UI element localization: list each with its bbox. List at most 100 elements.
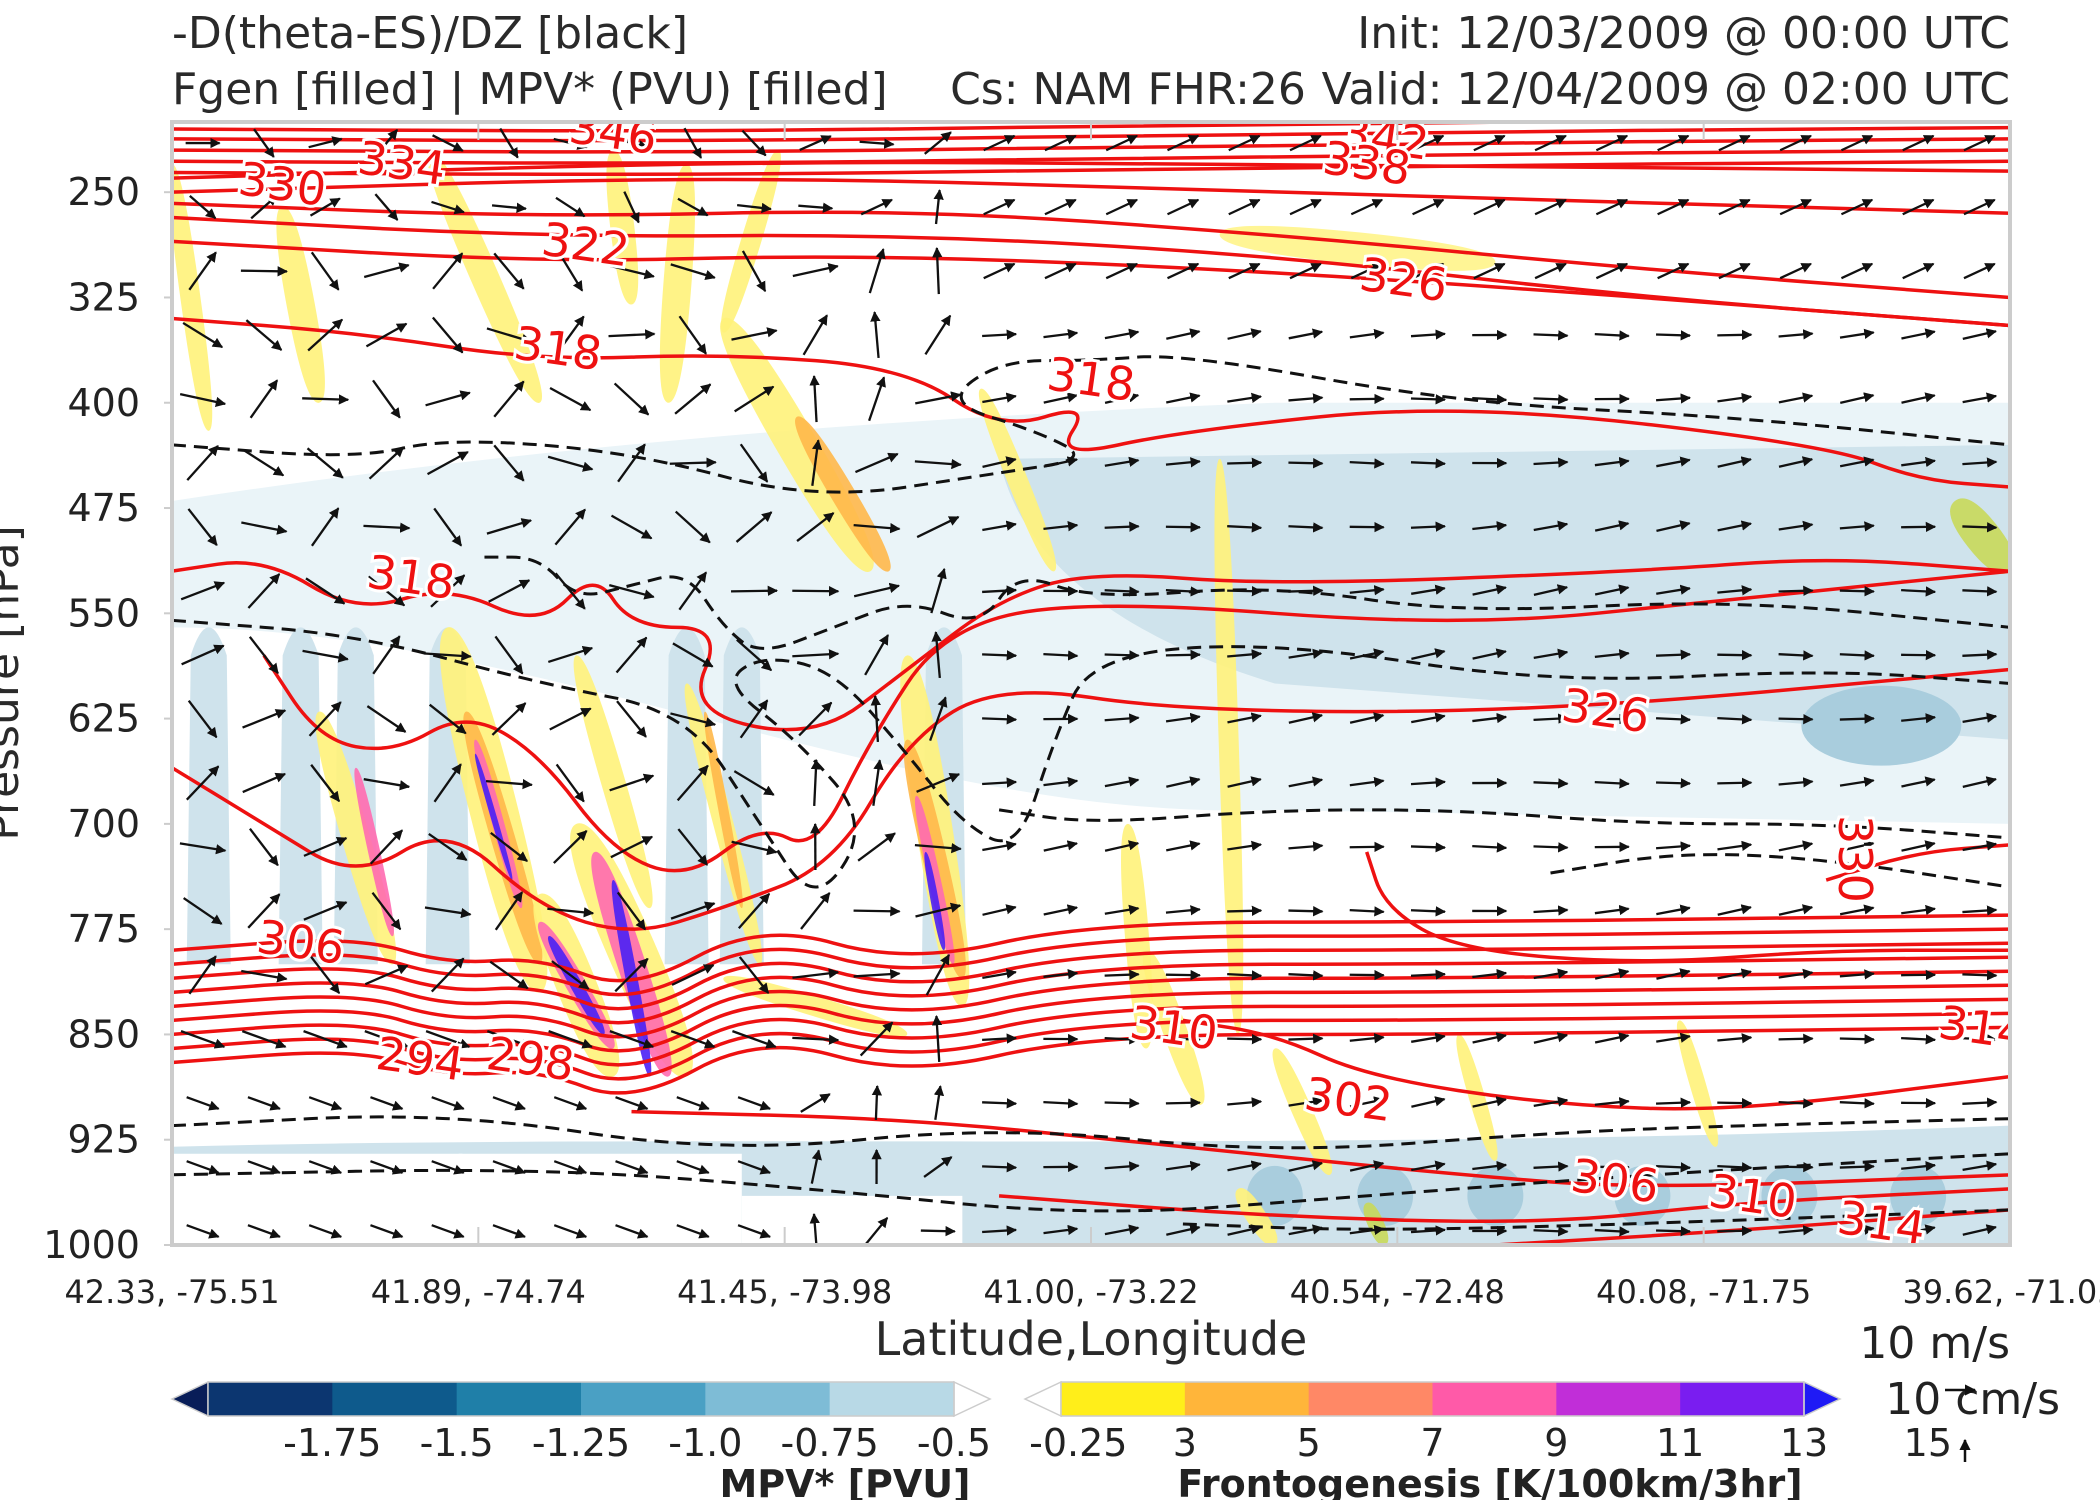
isentrope-line	[631, 1109, 2010, 1188]
wind-vector	[1594, 1226, 1630, 1237]
wind-vector	[307, 318, 343, 352]
colorbar-swatch	[1680, 1382, 1805, 1416]
wind-vector	[1594, 1097, 1630, 1108]
wind-vector	[1227, 840, 1263, 851]
wind-vector	[372, 379, 401, 419]
wind-vector	[1227, 457, 1263, 468]
wind-vector	[490, 831, 528, 862]
wind-vector	[670, 1030, 716, 1049]
wind-vector	[186, 1224, 220, 1239]
fgen-fill-region	[795, 416, 891, 572]
wind-vector	[180, 1030, 226, 1049]
wind-vector	[179, 842, 227, 855]
plot-area: 330 334 3463223183423383263183183263303062…	[172, 122, 2010, 1245]
wind-vector	[1288, 522, 1324, 533]
wind-vector	[1411, 1096, 1446, 1108]
wind-vector	[1718, 134, 1751, 152]
wind-vector	[871, 1084, 883, 1121]
wind-vector	[735, 511, 773, 543]
wind-vector	[1349, 776, 1385, 788]
wind-vector	[1901, 328, 1936, 340]
wind-vector	[1779, 262, 1812, 280]
wind-vector	[1902, 262, 1935, 280]
x-axis-label: Latitude,Longitude	[875, 1312, 1308, 1366]
wind-vector	[610, 514, 653, 540]
wind-vector	[1227, 712, 1262, 724]
wind-vector	[853, 522, 901, 534]
wind-vector	[1043, 904, 1079, 916]
wind-vector	[1778, 968, 1814, 979]
colorbar-extend-left	[1023, 1380, 1062, 1418]
wind-vector	[1533, 713, 1569, 724]
wind-vector	[1963, 262, 1996, 280]
fgen-fill-region	[1214, 458, 1244, 1035]
wind-vector	[1778, 650, 1814, 661]
colorbar-extend-left	[170, 1380, 209, 1418]
wind-vector	[1962, 522, 1998, 533]
wind-vector	[1779, 198, 1812, 216]
wind-vector	[1104, 586, 1140, 597]
terrain-mask	[172, 1153, 463, 1245]
wind-vector	[1533, 648, 1569, 660]
wind-vector	[1656, 1032, 1691, 1043]
wind-vector	[1963, 198, 1996, 216]
wind-vector	[1165, 712, 1201, 724]
isentrope-line	[172, 239, 2010, 328]
fgen-fill-region	[924, 851, 946, 951]
wind-vector	[925, 953, 950, 996]
wind-vector	[1472, 1032, 1507, 1044]
wind-vector	[1472, 1096, 1507, 1108]
wind-vector	[982, 777, 1018, 788]
wind-vector	[1533, 457, 1569, 468]
wind-vector	[1594, 968, 1630, 980]
wind-vector	[1902, 134, 1935, 152]
wind-vector	[1104, 328, 1140, 340]
wind-vector	[1411, 648, 1446, 660]
fgen-fill-region	[1456, 1034, 1498, 1161]
wind-vector	[1839, 650, 1875, 661]
wind-vector	[363, 778, 411, 791]
wind-vector	[914, 842, 962, 854]
wind-vector	[982, 520, 1017, 532]
isentrope-line	[172, 997, 2010, 1067]
wind-vector	[1288, 458, 1324, 469]
colorbar-tick-label: 15	[1904, 1421, 1952, 1465]
wind-vector	[1410, 842, 1446, 853]
wind-vector	[678, 571, 708, 611]
wind-vector	[1839, 776, 1875, 787]
wind-vector	[1104, 776, 1140, 788]
wind-vector	[1043, 1224, 1079, 1236]
wind-vector	[853, 906, 901, 917]
wind-vector	[615, 1096, 649, 1111]
wind-vector	[1657, 134, 1690, 152]
wind-vector	[430, 574, 466, 608]
wind-vector	[247, 1224, 281, 1239]
colorbar-tick-label: -0.5	[917, 1421, 991, 1465]
wind-vector	[923, 1156, 953, 1178]
mpv-fill-region	[1467, 1165, 1524, 1226]
wind-vector	[549, 386, 592, 412]
wind-vector	[424, 906, 472, 919]
wind-vector	[1350, 198, 1384, 216]
fgen-colorbar: 3 5 7 9 11 13 15	[1023, 1380, 1952, 1465]
wind-vector	[302, 649, 349, 663]
colorbar-tick-label: -1.25	[532, 1421, 630, 1465]
wind-vector	[1717, 840, 1753, 852]
wind-vector	[1533, 584, 1569, 596]
wind-vector	[983, 262, 1016, 280]
wind-vector	[1778, 456, 1814, 468]
isentrope-line	[262, 569, 2010, 873]
wind-vector	[741, 129, 767, 157]
x-tick-label: 42.33, -75.51	[64, 1273, 279, 1311]
wind-vector	[853, 582, 900, 598]
fgen-fill-region	[720, 317, 874, 572]
wind-vector	[1473, 198, 1506, 216]
wind-vector	[1043, 392, 1078, 404]
wind-vector	[1288, 1096, 1324, 1107]
wind-vector	[1228, 262, 1261, 280]
wind-vector	[1717, 777, 1753, 789]
wind-vector	[1717, 1033, 1753, 1044]
colorbar-swatch	[332, 1382, 458, 1416]
wind-vector	[242, 772, 287, 794]
wind-vector	[310, 507, 340, 547]
